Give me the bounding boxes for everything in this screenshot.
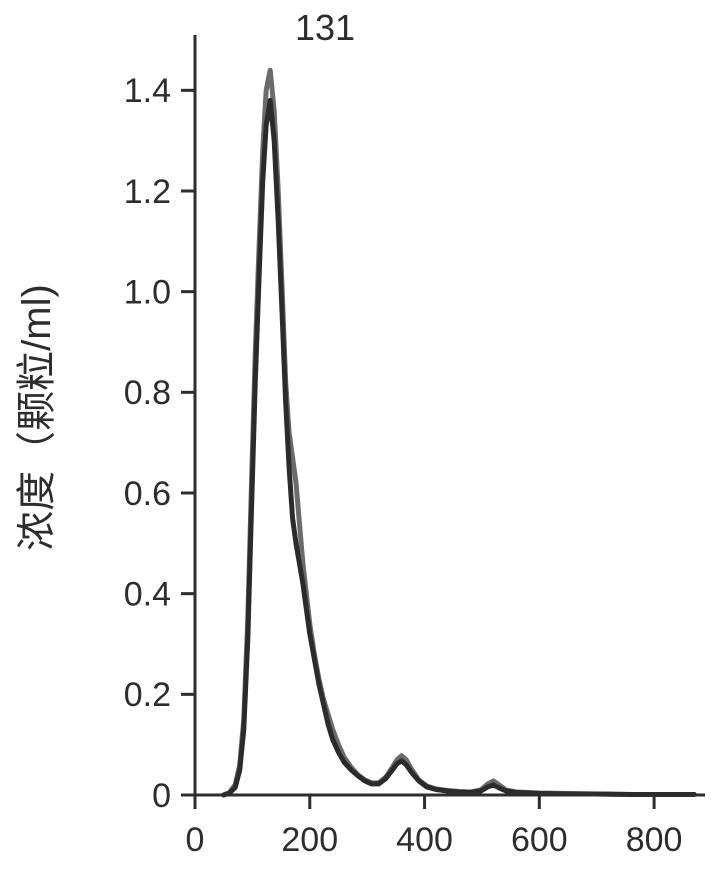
y-tick-label: 0.8: [124, 374, 171, 412]
peak-label: 131: [295, 7, 355, 48]
x-tick-label: 800: [626, 821, 683, 859]
line-chart: 0 200 400 600 800 0 0.2 0.4 0.6 0.8 1.0 1.2 1.4 浓度（颗粒…: [0, 0, 727, 873]
y-tick-label: 0.6: [124, 475, 171, 513]
x-tick-label: 400: [396, 821, 453, 859]
chart-container: 0 200 400 600 800 0 0.2 0.4 0.6 0.8 1.0 1.2 1.4 浓度（颗粒…: [0, 0, 727, 873]
x-tick-label: 200: [281, 821, 338, 859]
x-tick-label: 0: [186, 821, 205, 859]
y-axis-label: 浓度（颗粒/ml): [15, 284, 59, 551]
y-tick-label: 0.2: [124, 676, 171, 714]
y-tick-label: 0.4: [124, 576, 171, 614]
y-tick-label: 1.0: [124, 274, 171, 312]
x-tick-label: 600: [511, 821, 568, 859]
chart-background: [0, 0, 727, 873]
y-tick-label: 1.2: [124, 173, 171, 211]
y-tick-label: 0: [152, 777, 171, 815]
y-tick-label: 1.4: [124, 72, 171, 110]
